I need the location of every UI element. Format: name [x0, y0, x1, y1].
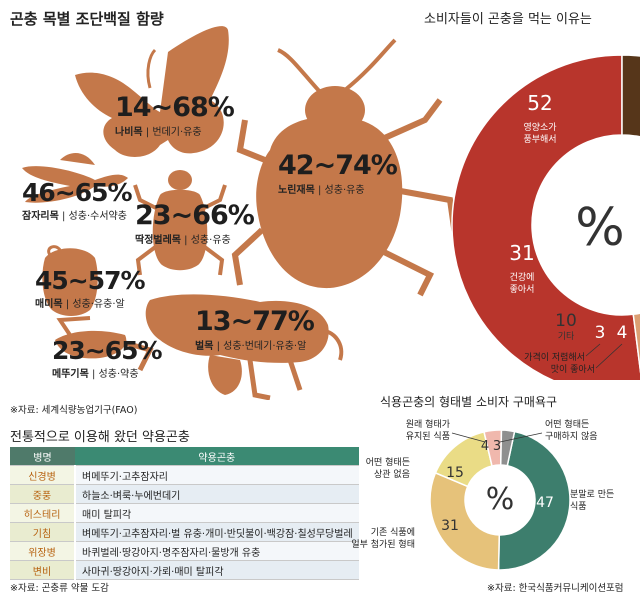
forms-slice-0: [497, 430, 571, 571]
insect-protein-title: 곤충 목별 조단백질 함량: [10, 10, 164, 28]
reasons-donut-chart: % 52 영양소가 풍부해서 31 건강에 좋아서 10 기타 3 4 가격이 …: [451, 54, 640, 380]
reasons-slice-1: [632, 312, 640, 374]
reasons-slice-0: [451, 54, 640, 380]
insect-label-lepidoptera: 14~68% 나비목 | 번데기·유충: [115, 92, 235, 138]
forms-label-4a: 어떤 형태든: [545, 419, 589, 430]
forms-label-4b: 구매하지 않음: [545, 431, 598, 442]
reasons-label-1a: 건강에: [510, 272, 535, 283]
forms-label-0b: 식품: [570, 501, 587, 512]
butterfly-icon: [75, 26, 229, 157]
table-row: 히스테리 매미 탈피각: [10, 503, 359, 523]
source-table: ※자료: 곤충류 약물 도감: [10, 583, 109, 594]
table-row: 기침 벼메뚜기·고추잠자리·벌 유충·개미·반딧불이·백강잠·칠성무당벌레: [10, 522, 359, 542]
table-title: 전통적으로 이용해 왔던 약용곤충: [10, 430, 190, 445]
forms-slice-4: [499, 429, 516, 467]
forms-donut-chart: % 47 31 15 4 3 분말로 만든 식품 기존 식품에 일부 첨가된 형…: [351, 419, 614, 571]
forms-label-3a: 원래 형태가: [406, 419, 450, 430]
forms-chart-title: 식용곤충의 형태별 소비자 구매욕구: [380, 395, 558, 409]
bee-icon: [145, 294, 344, 400]
insect-label-odonata: 46~65% 잠자리목 | 성충·수서약충: [22, 178, 133, 222]
table-header-insects: 약용곤충: [75, 447, 359, 466]
reasons-label-1b: 좋아서: [510, 284, 535, 295]
table-row: 중풍 하늘소·벼룩·누에번데기: [10, 484, 359, 504]
grasshopper-icon: [55, 316, 154, 372]
forms-center-label: %: [486, 482, 515, 517]
dragonfly-icon: [22, 153, 128, 203]
source-forms: ※자료: 한국식품커뮤니케이션포럼: [487, 583, 624, 594]
table-row: 변비 사마귀·땅강아지·가뢰·매미 탈피각: [10, 560, 359, 580]
reasons-label-0a: 영양소가: [523, 122, 556, 133]
insect-label-homoptera: 45~57% 매미목 | 성충·유충·알: [35, 266, 146, 310]
reasons-label-0b: 풍부해서: [523, 134, 556, 145]
insect-label-hymenoptera: 13~77% 벌목 | 성충·번데기·유충·알: [195, 306, 315, 352]
cicada-icon: [42, 245, 98, 316]
reasons-label-3: 가격이 저렴해서: [524, 351, 585, 363]
reasons-label-2: 기타: [558, 331, 575, 342]
reasons-value-0: 52: [527, 91, 552, 115]
reasons-slice-4: [621, 54, 640, 138]
reasons-label-4: 맛이 좋아서: [551, 364, 595, 375]
forms-value-4: 3: [493, 439, 501, 454]
insect-silhouettes: [22, 26, 458, 400]
forms-value-1: 31: [441, 518, 459, 534]
table-header-disease: 병명: [10, 447, 75, 466]
reasons-center-label: %: [575, 198, 624, 258]
table-row: 위장병 바퀴벌레·땅강아지·명주잠자리·물방개 유충: [10, 541, 359, 561]
insect-label-orthoptera: 23~65% 메뚜기목 | 성충·약충: [52, 336, 163, 380]
forms-slice-1: [429, 471, 501, 571]
forms-value-0: 47: [536, 495, 554, 511]
reasons-chart-title: 소비자들이 곤충을 먹는 이유는: [424, 12, 592, 27]
reasons-value-2: 10: [555, 311, 577, 331]
insect-label-coleoptera: 23~66% 딱정벌레목 | 성충·유충: [135, 200, 255, 246]
forms-value-2: 15: [446, 465, 464, 481]
forms-label-3b: 유지된 식품: [406, 430, 450, 442]
reasons-value-4: 4: [617, 323, 628, 343]
insect-label-hemiptera: 42~74% 노린재목 | 성충·유충: [278, 150, 398, 196]
reasons-value-3: 3: [595, 323, 606, 343]
forms-label-0a: 분말로 만든: [570, 488, 614, 500]
reasons-value-1: 31: [509, 241, 534, 265]
medicinal-insects-table: 병명 약용곤충 신경병 벼메뚜기·고추잠자리 중풍 하늘소·벼룩·누에번데기 히스테리…: [10, 447, 359, 580]
forms-label-1b: 일부 첨가된 형태: [351, 538, 415, 550]
forms-label-2a: 어떤 형태든: [366, 457, 410, 468]
stinkbug-icon: [231, 38, 458, 297]
table-row: 신경병 벼메뚜기·고추잠자리: [10, 465, 359, 485]
source-fao: ※자료: 세계식량농업기구(FAO): [10, 405, 138, 416]
forms-label-2b: 상관 없음: [374, 469, 410, 480]
forms-value-3: 4: [481, 439, 489, 454]
forms-label-1a: 기존 식품에: [371, 527, 415, 538]
beetle-icon: [133, 170, 227, 276]
